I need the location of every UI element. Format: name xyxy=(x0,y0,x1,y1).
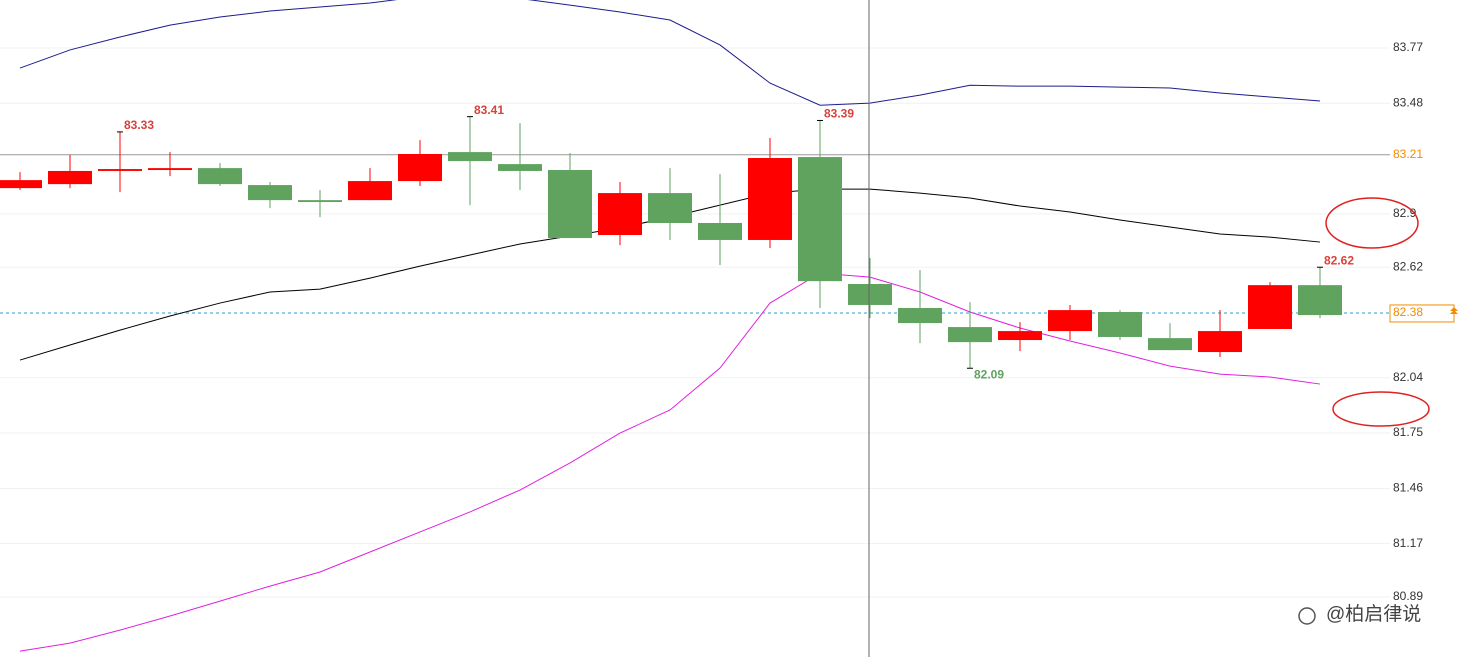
plot-area: 83.33 83.41 83.39 82.62 82.09 xyxy=(0,0,1390,652)
y-axis: 83.77 83.48 82.9 82.62 82.04 81.75 81.46 81.17 8… xyxy=(1389,40,1458,603)
candle-body xyxy=(1298,285,1342,316)
y-tick-label: 82.62 xyxy=(1393,259,1423,273)
candle-body xyxy=(748,158,792,240)
band-line xyxy=(19,272,1321,652)
price-arrow xyxy=(1450,306,1458,314)
high-label: 83.39 xyxy=(824,107,854,121)
candle-body xyxy=(198,168,242,185)
candle-body xyxy=(298,200,342,203)
candle-body xyxy=(1148,338,1192,351)
grid xyxy=(0,47,1390,598)
watermark: @柏启律说 xyxy=(1326,603,1421,625)
band-line xyxy=(19,0,1321,106)
candle-body xyxy=(48,170,92,185)
high-label: 82.62 xyxy=(1324,253,1354,267)
candle-body xyxy=(148,168,192,171)
candle-body xyxy=(798,157,842,282)
candle-body xyxy=(848,283,892,305)
candle-body xyxy=(948,327,992,343)
high-label: 83.41 xyxy=(474,103,504,117)
price-label: 82.38 xyxy=(1393,305,1423,319)
high-label: 83.33 xyxy=(124,118,154,132)
annotation-circle xyxy=(1332,391,1430,427)
candle-body xyxy=(898,308,942,324)
candle-body xyxy=(1248,285,1292,329)
y-tick-label: 83.48 xyxy=(1393,95,1423,109)
y-tick-label: 81.75 xyxy=(1393,425,1423,439)
candle-body xyxy=(398,154,442,182)
candle-body xyxy=(348,181,392,201)
candle-body xyxy=(598,193,642,236)
y-tick-label: 83.77 xyxy=(1393,40,1423,54)
candle-body xyxy=(998,331,1042,341)
candle-body xyxy=(548,170,592,239)
candle-body xyxy=(648,193,692,224)
watermark-icon xyxy=(1298,607,1316,625)
candle-body xyxy=(0,180,42,189)
candle-body xyxy=(698,223,742,240)
y-tick-label: 80.89 xyxy=(1393,589,1423,603)
y-tick-label: 81.17 xyxy=(1393,536,1423,550)
candle-body xyxy=(1098,312,1142,337)
candle-body xyxy=(498,164,542,171)
candle-body xyxy=(248,185,292,201)
y-tick-label: 82.04 xyxy=(1393,370,1423,384)
y-tick-label: 82.9 xyxy=(1393,206,1417,220)
candle-body xyxy=(1198,331,1242,353)
candle-body xyxy=(1048,310,1092,332)
candle-body xyxy=(448,152,492,162)
candle-body xyxy=(98,169,142,171)
annotation-circle xyxy=(1325,197,1419,249)
y-tick-label: 81.46 xyxy=(1393,480,1423,494)
low-label: 82.09 xyxy=(974,367,1004,381)
price-label: 83.21 xyxy=(1393,147,1423,161)
